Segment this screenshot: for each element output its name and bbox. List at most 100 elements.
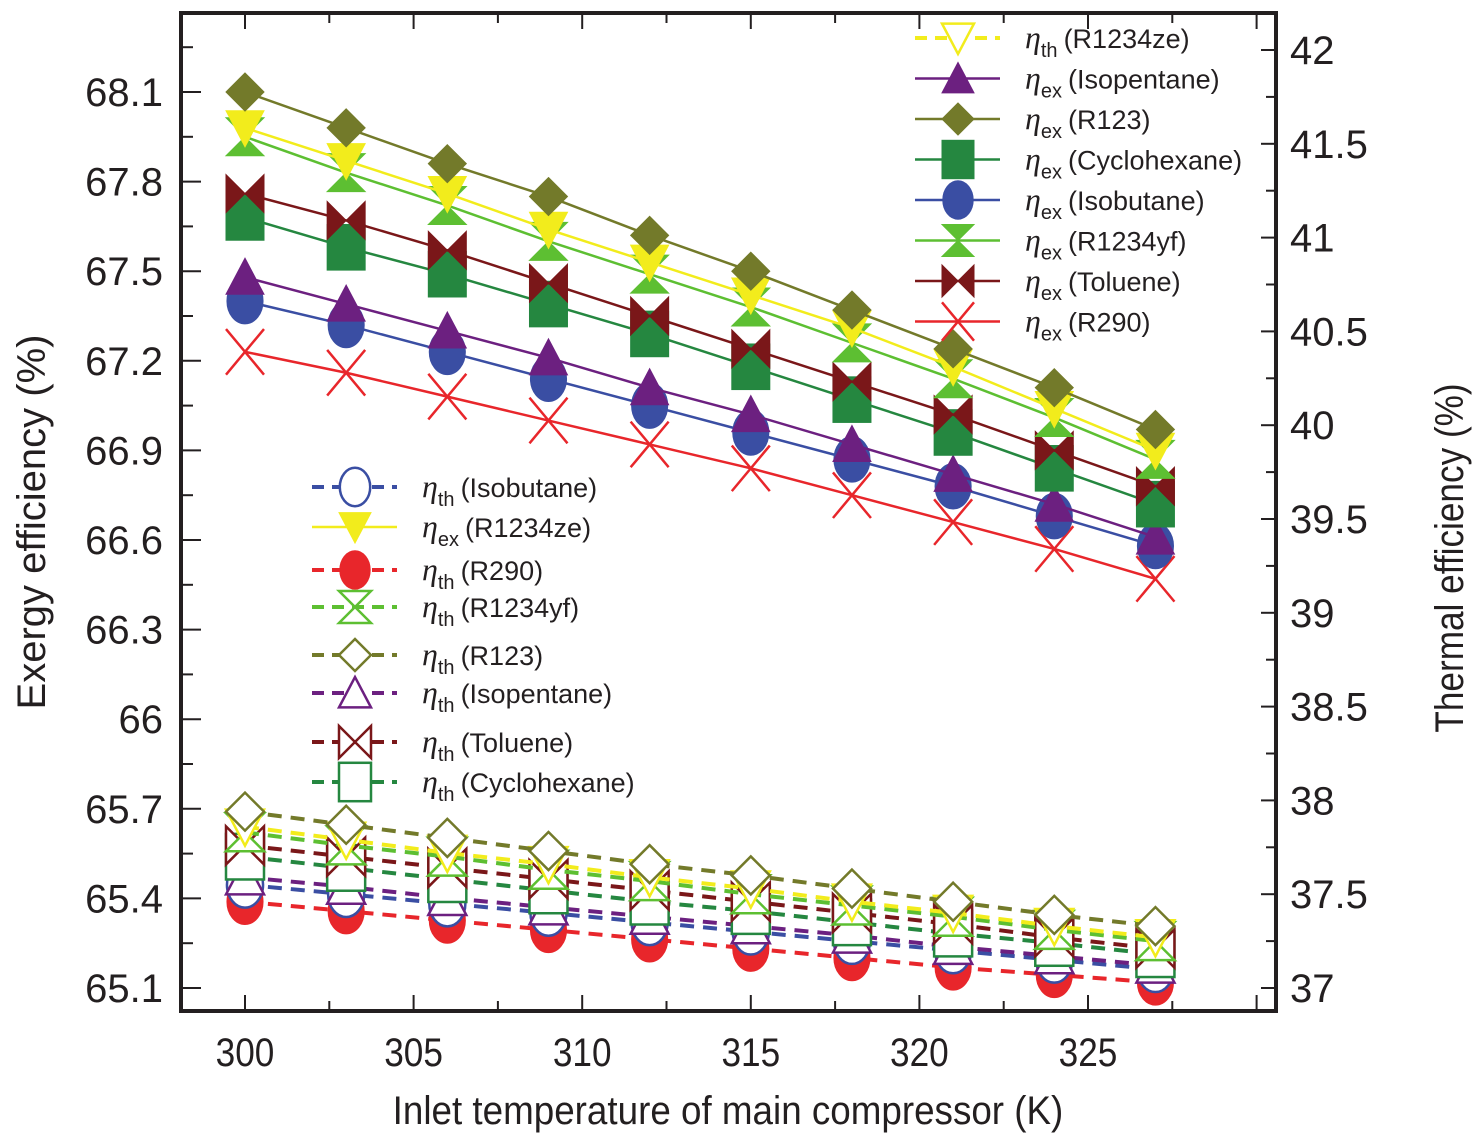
bowtie-marker — [941, 263, 975, 299]
series-line — [244, 135, 1156, 461]
left-y-tick-label: 66.6 — [85, 519, 163, 563]
left-y-tick-label: 66.9 — [85, 429, 163, 473]
x-tick-label: 305 — [384, 1030, 443, 1075]
series-line — [244, 350, 1156, 581]
series-th-r1234yf — [222, 812, 1178, 962]
x-axis-title: Inlet temperature of main compressor (K) — [393, 1089, 1064, 1134]
legend-label: ηex (R123) — [1025, 100, 1151, 143]
x-marker — [427, 373, 468, 421]
right-y-tick-label: 38 — [1290, 779, 1335, 823]
bowtie-marker — [337, 722, 373, 762]
x-marker — [1034, 525, 1075, 573]
x-tick-label: 325 — [1059, 1030, 1118, 1075]
diamond-marker — [527, 830, 570, 872]
diamond-marker — [325, 804, 367, 846]
left-y-tick-label: 65.4 — [85, 877, 163, 921]
circle-marker — [942, 180, 974, 220]
diamond-marker — [1134, 905, 1177, 947]
triangle-down-marker — [939, 22, 977, 57]
x-tick-label: 310 — [553, 1030, 612, 1075]
series-line — [244, 192, 1156, 488]
x-marker — [528, 396, 569, 445]
legend-entry: ηth (Isobutane) — [312, 466, 597, 511]
triangle-up-marker — [336, 674, 374, 709]
legend-entry: ηth (R290) — [312, 550, 543, 594]
left-y-tick-label: 67.8 — [85, 161, 163, 205]
series-line — [244, 830, 1156, 944]
triangle-up-marker — [933, 454, 973, 492]
left-y-tick-label: 65.7 — [85, 788, 163, 832]
diamond-marker — [831, 867, 873, 910]
left-y-axis: 65.1 65.4 65.7 66 66.3 66.6 66.9 67.2 67.5 67.8 68… — [85, 46, 201, 1011]
legend-entry: ηex (R290) — [915, 301, 1151, 346]
legend-label: ηex (Toluene) — [1025, 262, 1181, 305]
plot-frame — [179, 11, 1278, 1013]
left-y-tick-label: 68.1 — [85, 71, 163, 115]
legend-label: ηex (Cyclohexane) — [1025, 141, 1242, 184]
triangle-up-marker — [941, 61, 975, 94]
legend-entry: ηth (R1234yf) — [312, 588, 579, 631]
legend-label: ηth (Isobutane) — [422, 468, 597, 511]
hourglass-marker — [335, 589, 375, 625]
triangle-up-marker — [730, 394, 771, 433]
left-y-tick-label: 67.2 — [85, 340, 163, 384]
x-axis: 300 305 310 315 320 325 — [216, 13, 1258, 1075]
series-line — [244, 854, 1156, 957]
series-line — [244, 126, 1156, 452]
left-y-axis-title: Exergy efficiency (%) — [10, 335, 54, 710]
legend-label: ηth (Toluene) — [422, 723, 573, 766]
legend-label: ηex (Isobutane) — [1025, 181, 1205, 224]
series-th-isopentane — [223, 855, 1177, 984]
right-y-tick-label: 37 — [1290, 967, 1335, 1011]
series-line — [244, 824, 1156, 940]
diamond-marker — [941, 102, 975, 136]
diamond-marker — [1135, 409, 1176, 450]
legend-entry: ηex (Toluene) — [915, 262, 1181, 305]
left-y-tick-label: 66 — [119, 698, 164, 742]
square-marker — [337, 761, 373, 803]
legend-entry: ηex (Cyclohexane) — [915, 139, 1242, 184]
legend-top-right: ηth (R1234ze)ηex (Isopentane)ηex (R123)ηex(… — [915, 19, 1242, 346]
diamond-marker — [326, 108, 366, 148]
legend-entry: ηth (R1234ze) — [915, 19, 1190, 62]
series-line — [244, 216, 1156, 506]
diamond-marker — [832, 290, 872, 330]
triangle-up-marker — [326, 283, 366, 322]
legend-entry: ηex (Isobutane) — [915, 180, 1205, 224]
legend-entry: ηex (Isopentane) — [915, 60, 1220, 103]
diamond-marker — [1033, 894, 1076, 936]
legend-label: ηth (R123) — [422, 636, 543, 679]
triangle-up-marker — [1135, 516, 1176, 555]
legend-label: ηth (Cyclohexane) — [422, 763, 635, 806]
triangle-down-marker — [326, 143, 366, 181]
series-ex-isopentane — [225, 257, 1176, 555]
triangle-up-marker — [1034, 484, 1075, 522]
diamond-marker — [337, 637, 373, 673]
series-line — [244, 899, 1156, 985]
left-y-tick-label: 66.3 — [85, 609, 163, 653]
x-marker — [1135, 555, 1176, 603]
triangle-down-marker — [338, 512, 372, 545]
legend-label: ηth (R1234yf) — [422, 588, 579, 631]
legend-label: ηex (R1234yf) — [1025, 222, 1187, 265]
legend-center-left: ηth (Isobutane)ηex (R1234ze)ηth (R290)ηth (R… — [312, 466, 635, 806]
x-tick-label: 320 — [890, 1030, 949, 1075]
legend-entry: ηex (R1234yf) — [915, 222, 1187, 265]
series-line — [244, 875, 1156, 968]
series-ex-r290 — [225, 328, 1176, 603]
series-line — [244, 299, 1156, 548]
triangle-up-marker — [225, 257, 265, 295]
triangle-up-marker — [832, 424, 872, 463]
bowtie-marker — [1034, 430, 1074, 471]
bowtie-marker — [731, 328, 771, 370]
right-y-tick-label: 41.5 — [1290, 123, 1368, 167]
legend-entry: ηex (R123) — [915, 100, 1151, 143]
legend-label: ηth (Isopentane) — [422, 674, 612, 717]
bowtie-marker — [427, 230, 467, 271]
x-marker — [831, 471, 872, 519]
left-y-tick-label: 65.1 — [85, 967, 163, 1011]
x-marker — [933, 498, 974, 546]
right-y-tick-label: 38.5 — [1290, 686, 1368, 730]
diamond-marker — [426, 817, 469, 859]
circle-marker — [339, 550, 371, 590]
